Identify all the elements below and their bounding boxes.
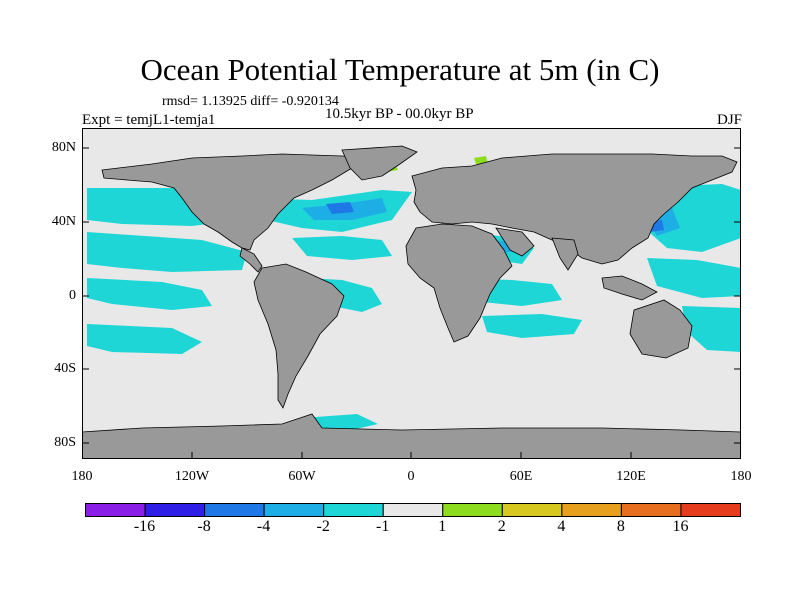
colorbar-box: [85, 503, 146, 517]
colorbar-box: [263, 503, 325, 517]
axis-ticks: [82, 147, 741, 459]
season-label: DJF: [716, 112, 742, 128]
lon-label-0: 0: [407, 469, 415, 484]
lat-label-40n: 40N: [51, 214, 76, 229]
colorbar-box: [442, 503, 503, 517]
map-title: Ocean Potential Temperature at 5m (in C): [140, 52, 660, 87]
australia-landmass: [629, 299, 693, 359]
lat-label-0: 0: [69, 288, 76, 303]
greenland-landmass: [341, 145, 418, 181]
india-landmass: [551, 237, 579, 271]
lon-label-120e: 120E: [616, 469, 646, 484]
colorbar-label: -4: [256, 518, 271, 535]
colorbar-label: 4: [557, 518, 566, 535]
lat-label-40s: 40S: [54, 361, 76, 376]
colorbar-box: [323, 503, 384, 517]
colorbar-box: [144, 503, 206, 517]
colorbar-label: -16: [133, 518, 156, 535]
lat-label-80n: 80N: [51, 140, 76, 155]
lon-label-180-right: 180: [730, 469, 752, 484]
world-map: [82, 128, 741, 459]
colorbar-label: 16: [672, 518, 689, 535]
lat-label-80s: 80S: [54, 435, 76, 450]
colorbar-box: [680, 503, 741, 517]
colorbar-label: 2: [497, 518, 506, 535]
antarctica-landmass: [82, 413, 741, 459]
colorbar-box: [204, 503, 265, 517]
central-america-landmass: [239, 247, 263, 273]
colorbar: [85, 503, 741, 517]
africa-landmass: [405, 223, 513, 343]
experiment-label: Expt = temjL1-temja1: [82, 112, 216, 128]
north-america-landmass: [101, 153, 383, 251]
time-period-label: 10.5kyr BP - 00.0kyr BP: [325, 106, 474, 122]
colorbar-label: 8: [616, 518, 625, 535]
colorbar-box: [561, 503, 622, 517]
colorbar-label: -1: [376, 518, 390, 535]
colorbar-label: 1: [438, 518, 447, 535]
lon-label-60e: 60E: [509, 469, 533, 484]
southeast-asia-islands: [601, 275, 658, 301]
arabia-landmass: [495, 227, 535, 257]
colorbar-box: [382, 503, 444, 517]
lon-label-180-left: 180: [71, 469, 93, 484]
rmsd-diff-text: rmsd= 1.13925 diff= -0.920134: [162, 94, 339, 109]
colorbar-box: [620, 503, 682, 517]
colorbar-label: -2: [316, 518, 330, 535]
continents: [82, 145, 741, 459]
south-america-landmass: [253, 263, 345, 409]
lon-label-120w: 120W: [174, 469, 210, 484]
colorbar-label: -8: [197, 518, 211, 535]
lon-label-60w: 60W: [288, 469, 316, 484]
colorbar-box: [501, 503, 563, 517]
europe-asia-landmass: [411, 153, 738, 265]
